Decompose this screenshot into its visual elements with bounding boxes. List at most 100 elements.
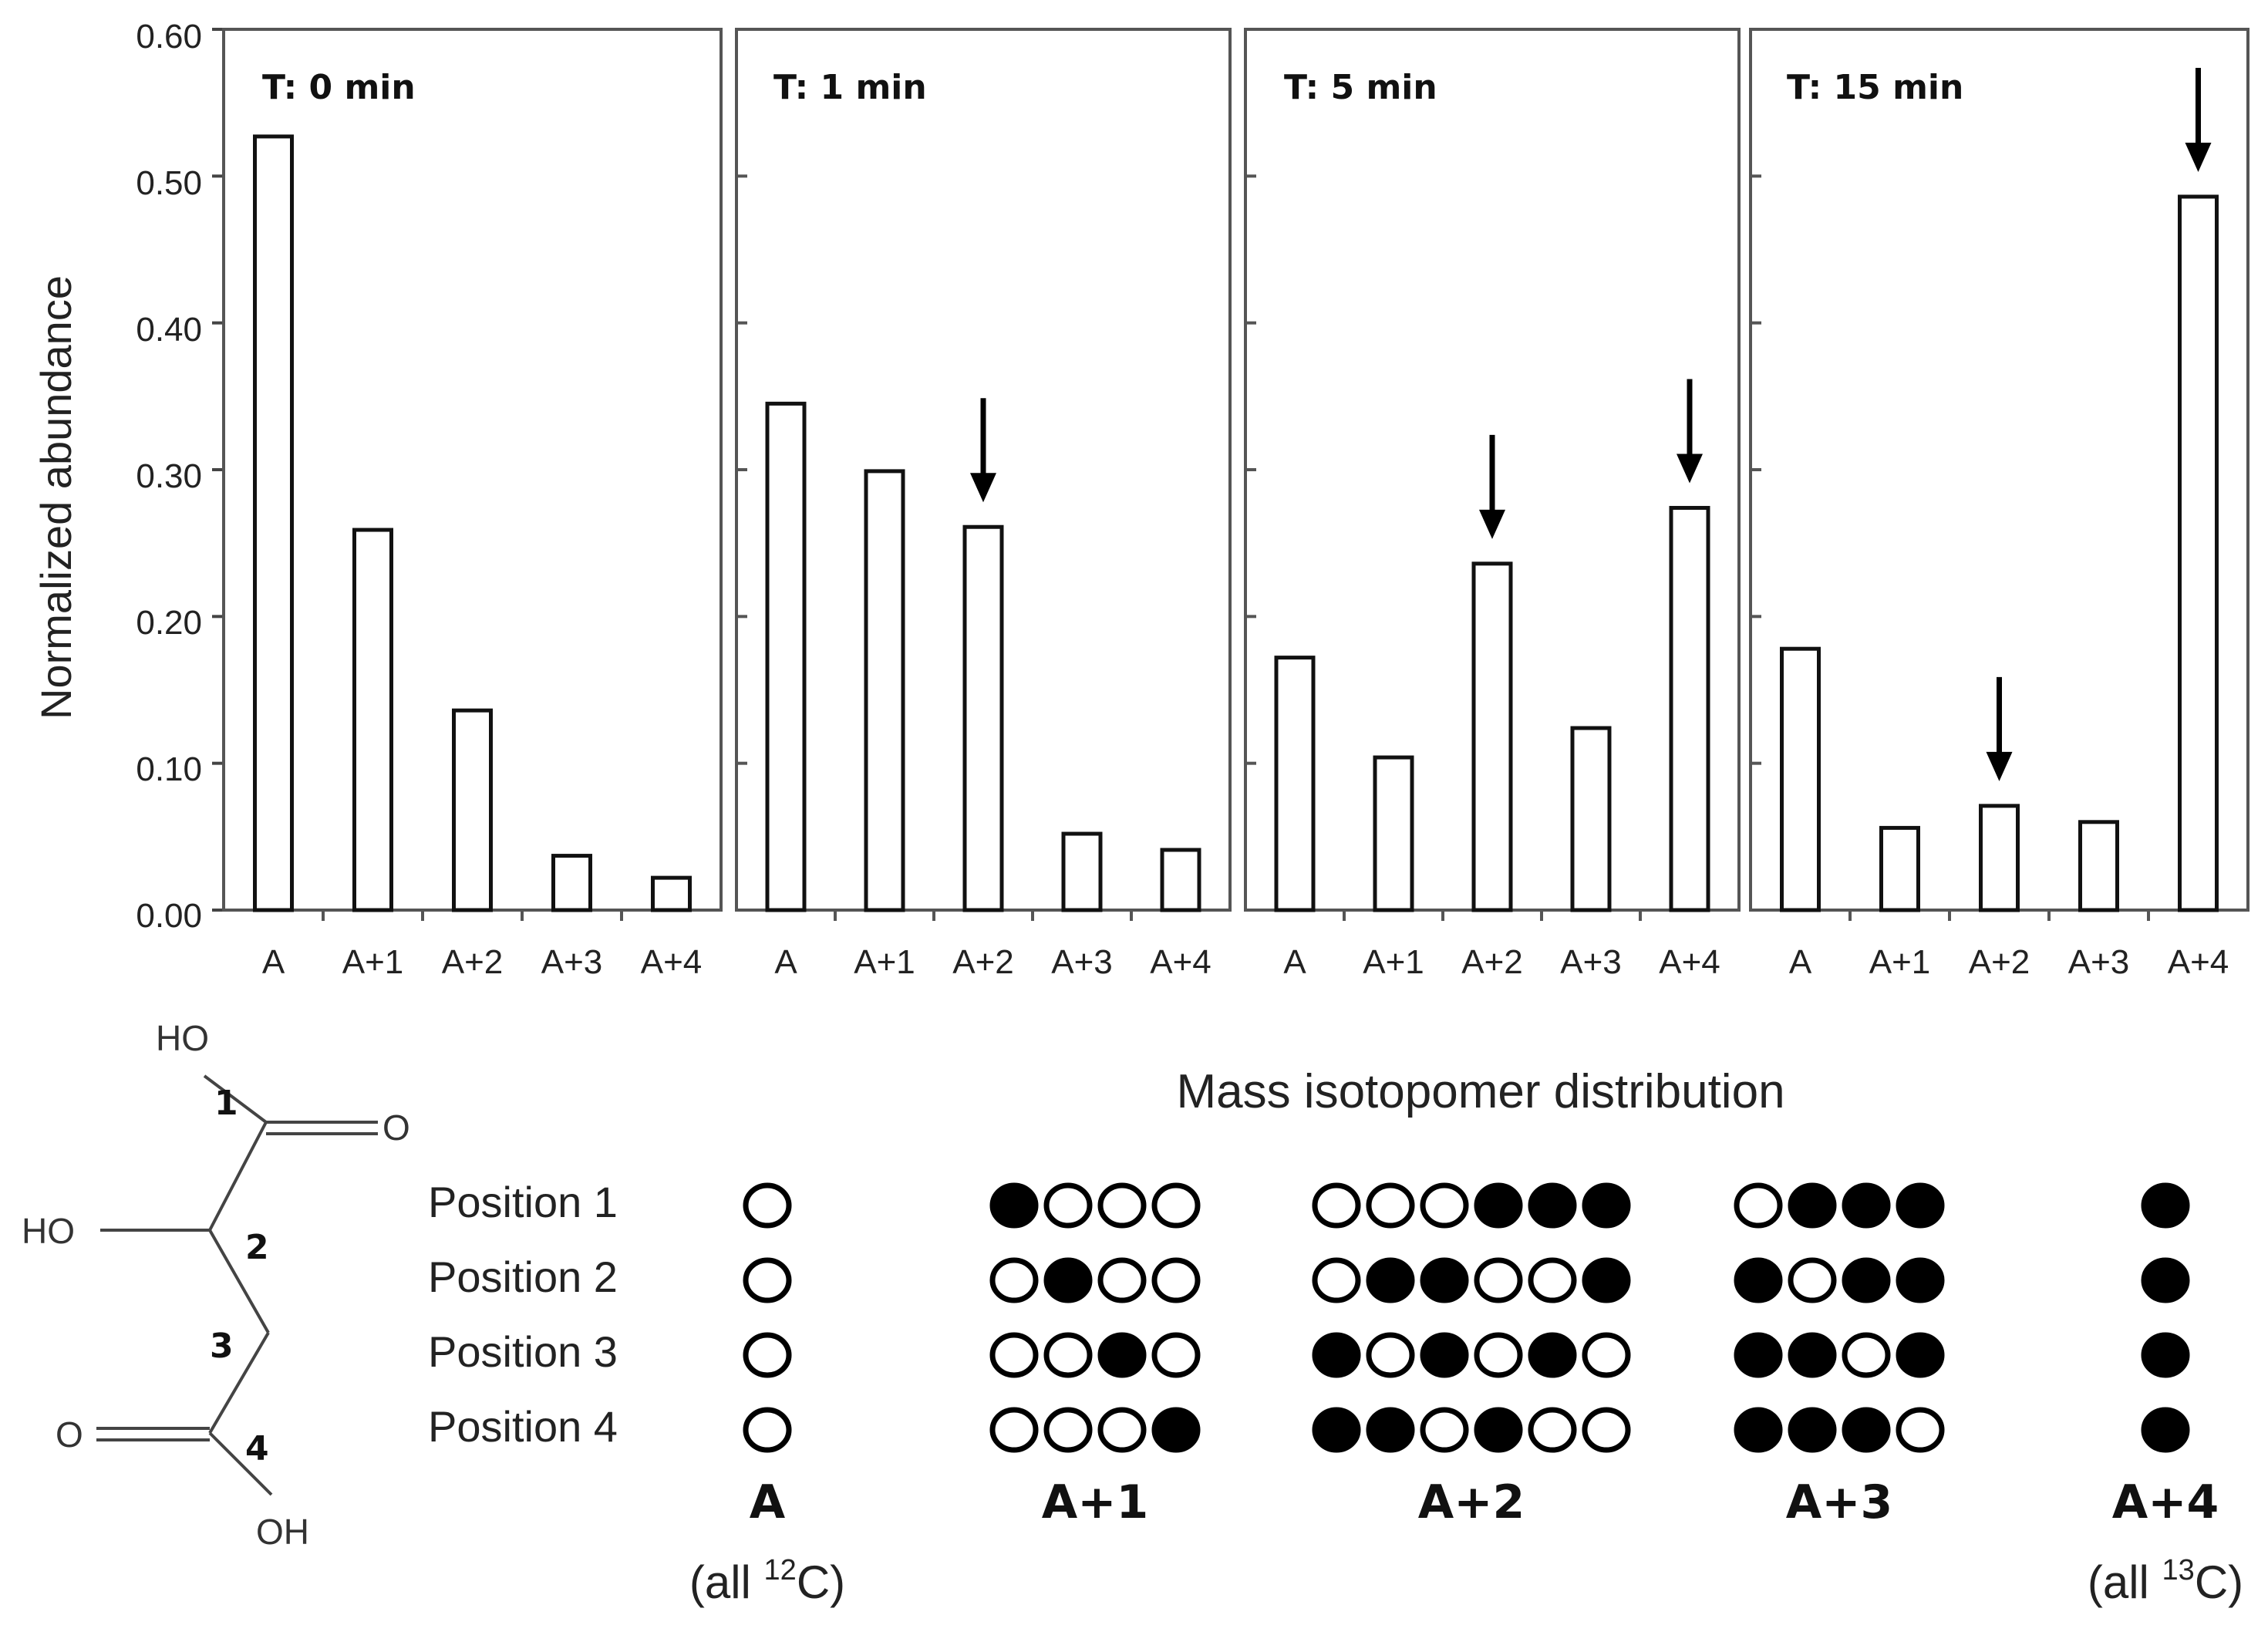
carbon-12-circle: [1151, 1257, 1201, 1303]
bond-ho-c1: [203, 1074, 268, 1124]
sublabel-superscript: 13: [2162, 1554, 2195, 1586]
carbon-13-circle: [1788, 1182, 1837, 1229]
x-tick-label: A+4: [641, 943, 703, 981]
bar-A+1: [352, 528, 393, 912]
y-tick-label: 0.20: [136, 604, 202, 642]
group-label-a: A: [750, 1475, 786, 1529]
bond-c2-c3: [208, 1229, 270, 1333]
carbon-12-circle: [1097, 1407, 1147, 1453]
carbon-12-circle: [1420, 1182, 1469, 1229]
atom-ho-left: HO: [22, 1211, 75, 1251]
carbon-13-circle: [1474, 1407, 1523, 1453]
bar-A+2: [1979, 804, 2020, 912]
carbon-12-circle: [743, 1332, 792, 1378]
group-label-a2: A+2: [1418, 1475, 1525, 1529]
sublabel-pre: (all: [2088, 1556, 2162, 1608]
carbon-number-3: 3: [210, 1327, 234, 1366]
carbon-13-circle: [1582, 1257, 1631, 1303]
x-tick-label: A+2: [1969, 943, 2030, 981]
carbon-13-circle: [1896, 1257, 1945, 1303]
x-tick-label: A+4: [2168, 943, 2229, 981]
carbon-13-circle: [1896, 1182, 1945, 1229]
carbon-13-circle: [1842, 1182, 1891, 1229]
carbon-12-circle: [1151, 1332, 1201, 1378]
y-tick-label: 0.60: [136, 18, 202, 56]
bar-A+2: [452, 708, 493, 912]
y-axis-title: Normalized abundance: [32, 275, 80, 720]
x-tick-label: A+3: [2068, 943, 2130, 981]
carbon-13-circle: [1788, 1332, 1837, 1378]
isotopomer-title: Mass isotopomer distribution: [1176, 1065, 1784, 1118]
carbon-13-circle: [1312, 1407, 1361, 1453]
position-label-4: Position 4: [428, 1402, 618, 1451]
carbon-12-circle: [989, 1332, 1039, 1378]
position-label-3: Position 3: [428, 1327, 618, 1376]
bar-A+4: [1669, 505, 1710, 912]
isotopomer-circles: [743, 1182, 2190, 1453]
bond-c3-c4: [208, 1331, 270, 1435]
atom-oh-bottom: OH: [256, 1512, 309, 1552]
carbon-12-circle: [1842, 1332, 1891, 1378]
carbon-13-circle: [1420, 1332, 1469, 1378]
panel-title-0: T: 0 min: [262, 68, 416, 107]
bar-A+4: [651, 875, 692, 912]
carbon-13-circle: [1788, 1407, 1837, 1453]
panel-1: A A+1 A+2 A+3 A+4: [735, 28, 1232, 981]
panel-2: A A+1 A+2 A+3 A+4: [1244, 28, 1741, 981]
panel-title-1: T: 1 min: [773, 68, 927, 107]
arrow-head: [970, 473, 996, 503]
arrow-head: [1986, 751, 2013, 781]
carbon-13-circle: [1366, 1407, 1415, 1453]
x-tick-label: A: [1283, 943, 1306, 981]
carbon-12-circle: [1043, 1332, 1093, 1378]
isotopomer-group-A+4: [2141, 1182, 2190, 1453]
carbon-12-circle: [1151, 1182, 1201, 1229]
group-label-a1: A+1: [1042, 1475, 1148, 1529]
carbon-number-1: 1: [214, 1084, 238, 1123]
bar-A: [253, 134, 294, 912]
bar-A+4: [2178, 194, 2219, 912]
y-tick-label: 0.50: [136, 164, 202, 202]
carbon-12-circle: [1097, 1257, 1147, 1303]
x-tick-label: A+1: [1363, 943, 1424, 981]
atom-ho-top: HO: [156, 1018, 209, 1058]
x-tick-label: A+2: [442, 943, 504, 981]
carbon-13-circle: [2141, 1257, 2190, 1303]
carbon-13-circle: [1842, 1257, 1891, 1303]
carbon-12-circle: [743, 1407, 792, 1453]
succinate-like-molecule: [96, 1074, 378, 1496]
chart-layer: A A+1 A+2 A+3 A+4 A A+1 A+2 A+3 A+4 A A+1 A+2 A+3 A+4 A…: [212, 28, 2249, 981]
bond-c1-c2: [208, 1121, 268, 1231]
x-tick-label: A+4: [1150, 943, 1212, 981]
isotopomer-group-A: [743, 1182, 792, 1453]
bar-A+3: [1061, 831, 1103, 912]
bar-A+2: [962, 524, 1004, 912]
carbon-13-circle: [1151, 1407, 1201, 1453]
arrow-head: [1677, 453, 1703, 484]
carbon-12-circle: [1474, 1332, 1523, 1378]
x-tick-label: A+1: [342, 943, 404, 981]
arrow-head: [1479, 509, 1505, 539]
x-tick-label: A+3: [541, 943, 603, 981]
x-tick-label: A+3: [1560, 943, 1622, 981]
carbon-12-circle: [1582, 1407, 1631, 1453]
carbon-12-circle: [743, 1257, 792, 1303]
bar-A+2: [1471, 561, 1513, 912]
carbon-number-4: 4: [245, 1429, 269, 1468]
bond-c4-oh: [208, 1431, 273, 1496]
bar-A+3: [2078, 820, 2119, 912]
x-tick-label: A+2: [952, 943, 1014, 981]
carbon-12-circle: [1366, 1332, 1415, 1378]
isotopomer-group-A+1: [989, 1182, 1201, 1453]
carbon-12-circle: [1312, 1182, 1361, 1229]
carbon-12-circle: [1474, 1257, 1523, 1303]
position-label-1: Position 1: [428, 1178, 618, 1226]
y-tick-labels: 0.00 0.10 0.20 0.30 0.40 0.50 0.60: [136, 18, 202, 935]
sublabel-superscript: 12: [764, 1554, 797, 1586]
carbon-13-circle: [1582, 1182, 1631, 1229]
y-tick-label: 0.10: [136, 750, 202, 788]
arrow-head: [2185, 142, 2212, 172]
x-tick-label: A+3: [1051, 943, 1113, 981]
carbon-13-circle: [1528, 1332, 1577, 1378]
carbon-13-circle: [1312, 1332, 1361, 1378]
